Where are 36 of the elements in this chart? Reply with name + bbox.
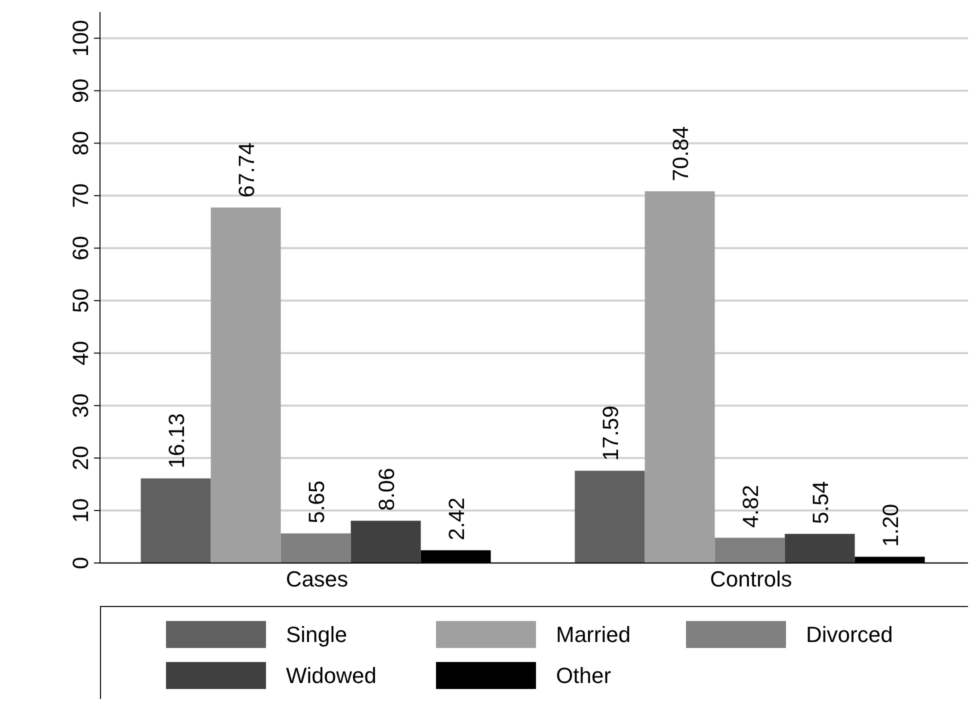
data-label: 67.74 xyxy=(234,142,259,198)
legend-label: Single xyxy=(286,622,348,648)
data-label: 16.13 xyxy=(164,413,189,468)
x-tick-label: Controls xyxy=(710,566,792,592)
bar xyxy=(714,538,785,563)
bar xyxy=(574,470,645,563)
data-label: 70.84 xyxy=(668,126,693,182)
y-tick-label: 40 xyxy=(68,340,93,366)
data-label: 4.82 xyxy=(738,484,763,528)
bar xyxy=(784,534,855,563)
y-tick-label: 50 xyxy=(68,288,93,313)
data-label: 5.54 xyxy=(808,481,833,524)
y-tick-label: 100 xyxy=(68,20,93,57)
y-tick-label: 90 xyxy=(68,78,93,103)
y-tick-label: 70 xyxy=(68,183,93,208)
data-label: 5.65 xyxy=(304,480,329,524)
legend-label: Married xyxy=(556,622,631,648)
bar xyxy=(210,208,281,563)
y-tick-label: 0 xyxy=(68,556,93,570)
y-tick-label: 10 xyxy=(68,498,93,523)
x-tick-label: Cases xyxy=(286,566,348,592)
bar xyxy=(140,478,211,563)
legend-label: Other xyxy=(556,662,612,688)
bar xyxy=(280,533,351,563)
data-label: 8.06 xyxy=(374,468,399,511)
data-label: 17.59 xyxy=(598,406,623,461)
y-tick-label: 80 xyxy=(68,130,93,156)
y-tick-label: 20 xyxy=(68,446,93,470)
y-tick-label: 60 xyxy=(68,236,93,260)
bar xyxy=(644,191,715,563)
y-tick-label: 30 xyxy=(68,393,93,418)
bar xyxy=(350,520,421,563)
legend-label: Widowed xyxy=(286,662,376,688)
legend-label: Divorced xyxy=(806,622,893,648)
data-label: 2.42 xyxy=(444,497,469,540)
data-label: 1.20 xyxy=(878,504,903,547)
